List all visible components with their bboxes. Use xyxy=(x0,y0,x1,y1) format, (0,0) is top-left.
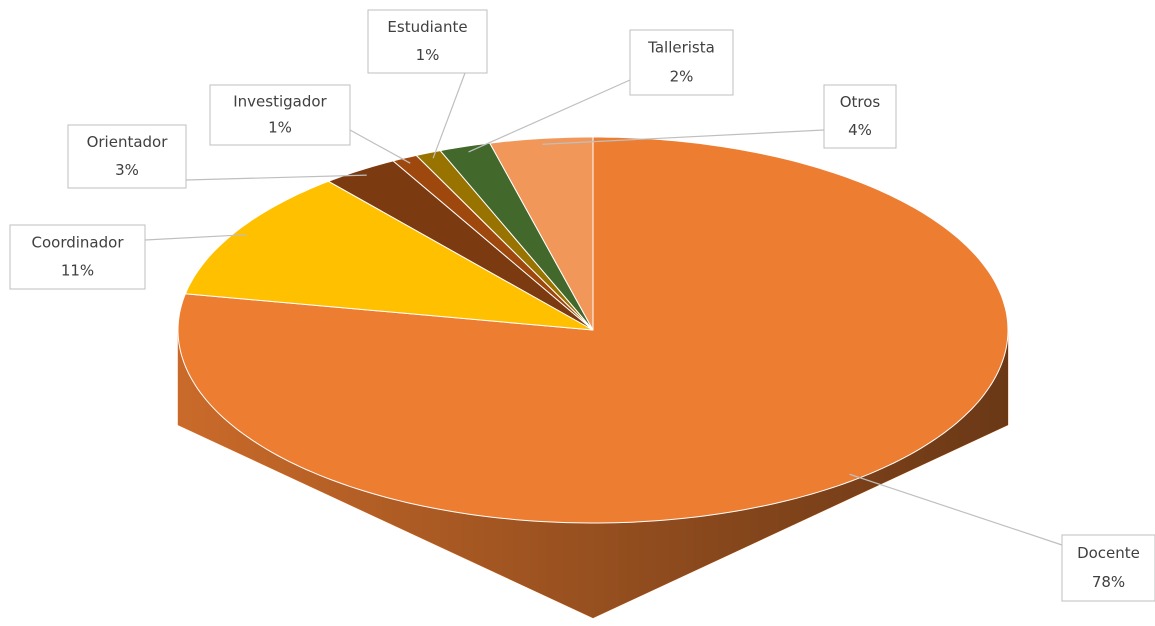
label-value: 3% xyxy=(115,161,139,179)
label-box xyxy=(629,29,734,96)
label-name: Docente xyxy=(1077,544,1140,562)
label-box xyxy=(367,9,488,74)
label-name: Coordinador xyxy=(32,233,125,251)
label-name: Estudiante xyxy=(387,18,467,36)
leader-line xyxy=(542,129,825,145)
leader-line xyxy=(432,72,466,159)
slice xyxy=(489,136,594,331)
label-value: 4% xyxy=(848,121,872,139)
label-name: Otros xyxy=(840,93,881,111)
label-box xyxy=(209,84,351,146)
label-value: 11% xyxy=(61,262,94,280)
leader-line xyxy=(349,129,411,164)
label-name: Investigador xyxy=(233,92,327,110)
label-box xyxy=(67,124,187,189)
leader-line xyxy=(144,234,247,241)
label-box xyxy=(1061,534,1155,602)
slice xyxy=(184,180,594,331)
label-value: 1% xyxy=(268,119,292,137)
label-value: 1% xyxy=(416,46,440,64)
label-box xyxy=(823,84,897,149)
leader-line xyxy=(468,79,631,153)
label-value: 78% xyxy=(1092,573,1125,591)
slice xyxy=(327,160,594,331)
label-value: 2% xyxy=(670,67,694,85)
label-name: Tallerista xyxy=(647,39,715,57)
leader-line xyxy=(849,473,1063,546)
label-name: Orientador xyxy=(87,133,169,151)
slice-side-shade xyxy=(178,330,1008,618)
label-box xyxy=(9,224,146,290)
leader-line xyxy=(185,174,367,181)
